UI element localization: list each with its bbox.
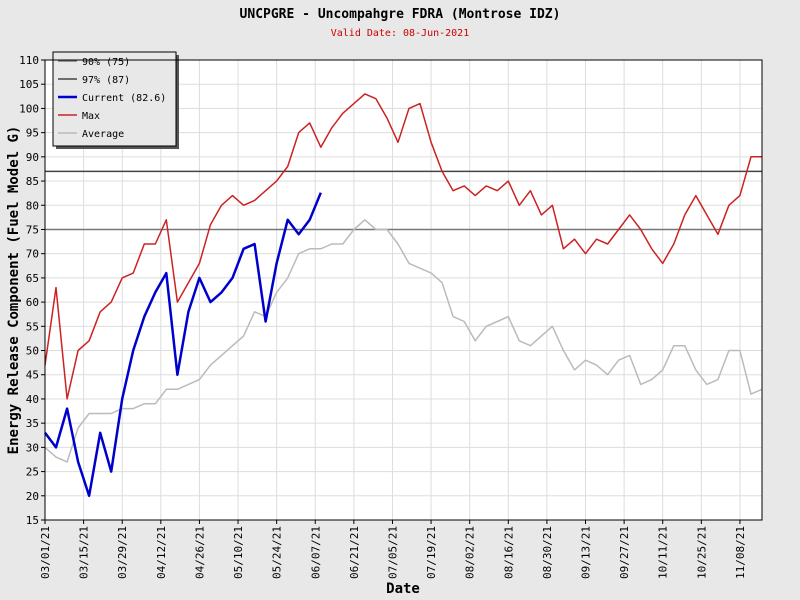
x-tick-label: 08/30/21 <box>541 526 554 579</box>
y-tick-label: 110 <box>19 54 39 67</box>
series-line <box>44 192 322 498</box>
y-tick-label: 75 <box>26 223 39 236</box>
x-tick-label: 11/08/21 <box>734 526 747 579</box>
x-tick-label: 09/27/21 <box>618 526 631 579</box>
x-tick-label: 07/05/21 <box>386 526 399 579</box>
y-tick-label: 60 <box>26 296 39 309</box>
y-tick-label: 85 <box>26 175 39 188</box>
y-tick-label: 40 <box>26 393 39 406</box>
x-tick-label: 10/11/21 <box>657 526 670 579</box>
x-axis-title: Date <box>386 581 420 597</box>
legend-label: Current (82.6) <box>82 93 166 104</box>
x-tick-label: 07/19/21 <box>425 526 438 579</box>
x-tick-label: 08/16/21 <box>502 526 515 579</box>
y-tick-label: 90 <box>26 151 39 164</box>
legend-box <box>52 51 177 147</box>
x-tick-label: 04/12/21 <box>155 526 168 579</box>
y-tick-label: 20 <box>26 490 39 503</box>
legend-label: Average <box>82 129 124 140</box>
y-tick-label: 35 <box>26 417 39 430</box>
x-tick-label: 06/07/21 <box>309 526 322 579</box>
y-tick-label: 105 <box>19 78 39 91</box>
chart-title: UNCPGRE - Uncompahgre FDRA (Montrose IDZ… <box>240 7 561 22</box>
y-tick-label: 65 <box>26 272 39 285</box>
legend: 90% (75) 97% (87) Current (82.6) Max Average <box>52 51 179 149</box>
y-tick-label: 95 <box>26 127 39 140</box>
legend-label: Max <box>82 111 100 122</box>
legend-label: 90% (75) <box>82 57 130 68</box>
x-tick-label: 03/15/21 <box>78 526 91 579</box>
y-tick-label: 80 <box>26 199 39 212</box>
legend-label: 97% (87) <box>82 75 130 86</box>
x-tick-label: 03/29/21 <box>116 526 129 579</box>
ticks: 15 20 25 30 35 40 45 50 55 60 65 70 75 80 85 90 95 100 105… <box>19 54 747 579</box>
y-tick-label: 45 <box>26 369 39 382</box>
plot-frame <box>44 59 763 521</box>
series-line <box>44 219 763 463</box>
x-tick-label: 10/25/21 <box>695 526 708 579</box>
lines <box>44 93 763 498</box>
x-tick-label: 08/02/21 <box>464 526 477 579</box>
y-tick-label: 70 <box>26 248 39 261</box>
x-tick-label: 09/13/21 <box>580 526 593 579</box>
x-tick-label: 05/24/21 <box>271 526 284 579</box>
series-line <box>44 93 762 400</box>
y-tick-label: 100 <box>19 102 39 115</box>
x-tick-label: 03/01/21 <box>39 526 52 579</box>
y-tick-label: 30 <box>26 441 39 454</box>
y-tick-label: 55 <box>26 320 39 333</box>
chart-subtitle: Valid Date: 08-Jun-2021 <box>331 28 469 39</box>
y-tick-label: 15 <box>26 514 39 527</box>
y-tick-label: 50 <box>26 345 39 358</box>
y-axis-title: Energy Release Component (Fuel Model G) <box>6 126 22 455</box>
x-tick-label: 04/26/21 <box>193 526 206 579</box>
x-tick-label: 06/21/21 <box>348 526 361 579</box>
y-tick-label: 25 <box>26 466 39 479</box>
x-tick-label: 05/10/21 <box>232 526 245 579</box>
